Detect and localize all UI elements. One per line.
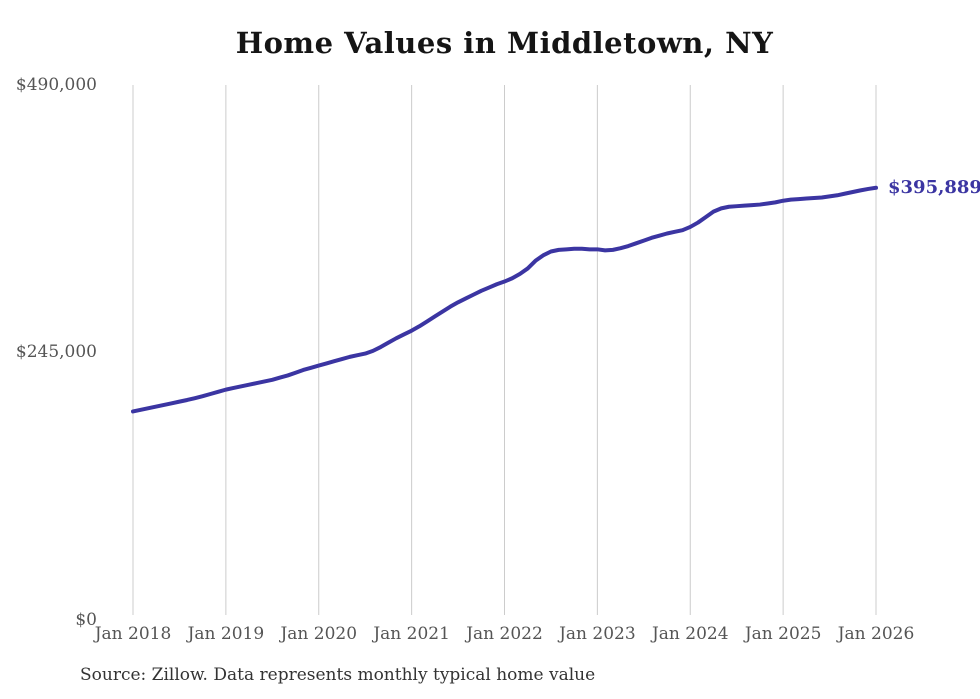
x-axis-tick-label: Jan 2020: [280, 624, 358, 644]
x-axis-tick-label: Jan 2019: [187, 624, 265, 644]
x-axis-tick-label: Jan 2023: [559, 624, 636, 644]
x-axis-tick-label: Jan 2025: [744, 624, 822, 644]
y-axis-tick-label: $0: [75, 609, 97, 630]
x-axis-tick-label: Jan 2024: [651, 624, 729, 644]
x-axis-tick-label: Jan 2022: [466, 624, 543, 644]
current-value-label: $395,889: [888, 176, 980, 198]
chart-title: Home Values in Middletown, NY: [235, 26, 774, 60]
x-axis-tick-label: Jan 2018: [94, 624, 172, 644]
value-line: [131, 185, 878, 414]
source-note: Source: Zillow. Data represents monthly …: [80, 665, 596, 685]
y-axis-tick-label: $490,000: [15, 74, 97, 95]
x-axis-tick-label: Jan 2026: [837, 624, 915, 644]
x-axis-tick-label: Jan 2021: [373, 624, 450, 644]
y-axis-tick-label: $245,000: [15, 342, 97, 362]
